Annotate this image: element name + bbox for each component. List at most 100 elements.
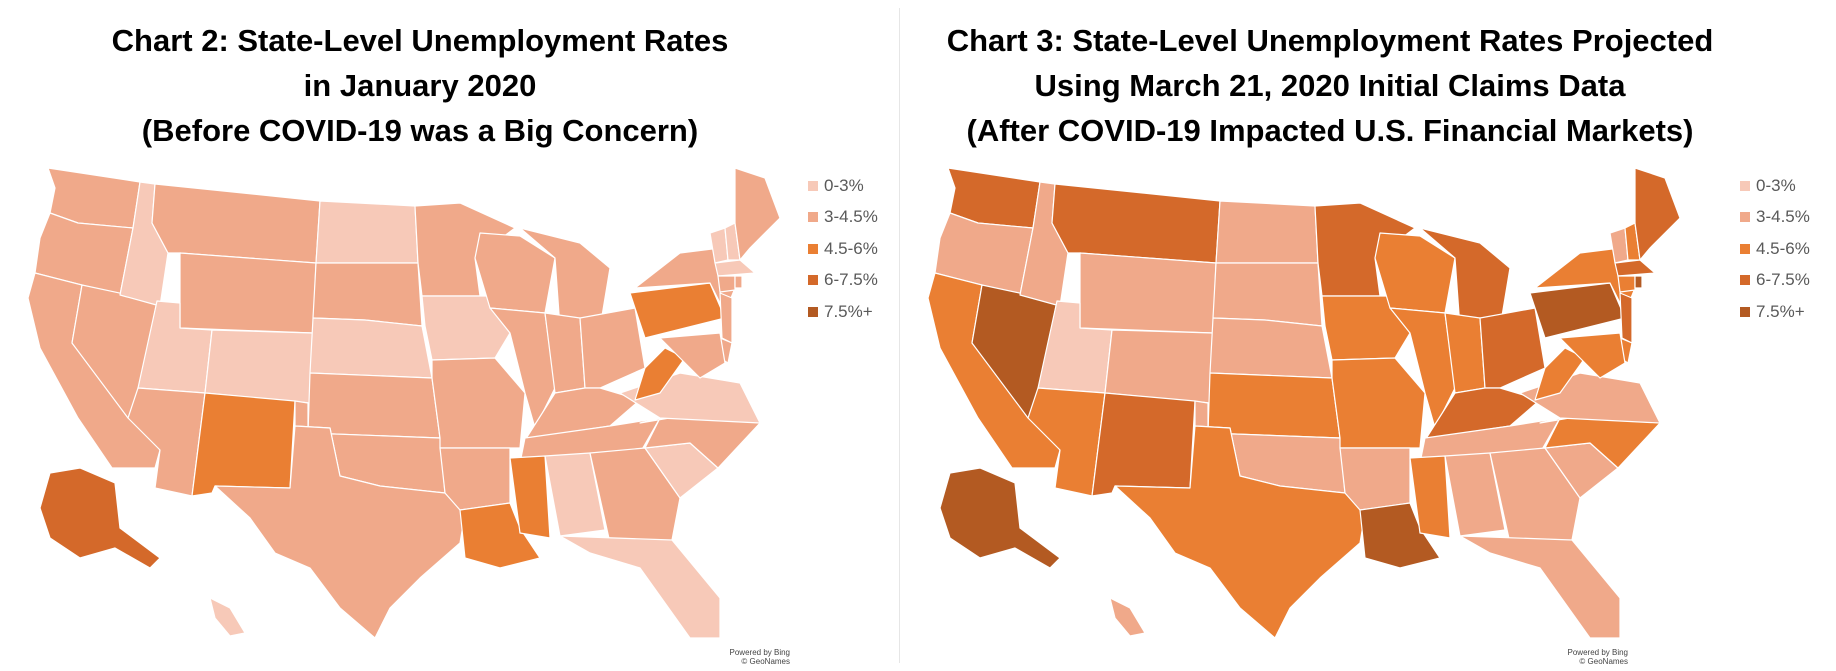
legend-swatch [1740, 212, 1750, 223]
state-wv [634, 347, 686, 401]
map-title-line: Chart 2: State-Level Unemployment Rates [111, 23, 729, 58]
map-credit: Powered by Bing © GeoNames [1528, 648, 1628, 666]
state-tx [214, 425, 466, 638]
us-choropleth-map [27, 168, 781, 638]
map-legend: 0-3% 3-4.5% 4.5-6% 6-7.5% 7.5%+ [1740, 170, 1810, 328]
legend-swatch [1740, 243, 1750, 254]
state-ak [39, 467, 161, 569]
state-oh [1479, 307, 1546, 389]
state-tx [1114, 425, 1366, 638]
map-title-line: (Before COVID-19 was a Big Concern) [141, 113, 699, 148]
legend-label: 0-3% [1756, 175, 1796, 195]
state-nj [1619, 292, 1633, 344]
credit-line: Powered by Bing [1567, 648, 1628, 657]
legend-item: 0-3% [808, 170, 878, 202]
us-choropleth-map [927, 168, 1681, 638]
state-nj [719, 292, 733, 344]
state-ms [509, 455, 551, 539]
legend-swatch [1740, 306, 1750, 317]
legend-label: 6-7.5% [824, 270, 878, 290]
legend-label: 7.5%+ [1756, 301, 1805, 321]
legend-label: 6-7.5% [1756, 270, 1810, 290]
state-sd [312, 262, 423, 327]
legend-item: 3-4.5% [808, 202, 878, 234]
legend-item: 3-4.5% [1740, 202, 1810, 234]
legend-swatch [1740, 180, 1750, 191]
state-nd [1215, 200, 1319, 264]
legend-swatch [808, 275, 818, 286]
state-ct [717, 275, 736, 293]
map-title-line: in January 2020 [303, 68, 537, 103]
legend-item: 4.5-6% [1740, 233, 1810, 265]
state-pa [629, 282, 726, 339]
state-me [734, 168, 781, 261]
state-md [1559, 332, 1626, 379]
state-ne [309, 317, 433, 379]
state-ga [1489, 447, 1581, 544]
state-oh [579, 307, 646, 389]
credit-line: © GeoNames [741, 657, 790, 666]
legend-label: 7.5%+ [824, 301, 873, 321]
map-title: Chart 3: State-Level Unemployment Rates … [920, 18, 1740, 153]
credit-line: © GeoNames [1579, 657, 1628, 666]
state-co [204, 329, 314, 404]
state-hi [1109, 597, 1146, 637]
legend-item: 7.5%+ [808, 296, 878, 328]
legend-label: 3-4.5% [824, 207, 878, 227]
legend-label: 0-3% [824, 175, 864, 195]
state-ne [1209, 317, 1333, 379]
state-ri [1634, 275, 1643, 289]
map-credit: Powered by Bing © GeoNames [690, 648, 790, 666]
state-al [1444, 452, 1506, 537]
state-mt [1051, 183, 1221, 264]
state-mo [431, 357, 526, 449]
state-hi [209, 597, 246, 637]
state-nm [191, 392, 296, 497]
state-ga [589, 447, 681, 544]
legend-swatch [808, 180, 818, 191]
state-fl [1459, 535, 1621, 638]
legend-label: 3-4.5% [1756, 207, 1810, 227]
legend-label: 4.5-6% [1756, 238, 1810, 258]
state-co [1104, 329, 1214, 404]
map-title-line: Chart 3: State-Level Unemployment Rates … [946, 23, 1714, 58]
state-ct [1617, 275, 1636, 293]
state-wy [1079, 252, 1217, 334]
legend-item: 6-7.5% [808, 265, 878, 297]
state-wy [179, 252, 317, 334]
map-panel-march-2020-projection: Chart 3: State-Level Unemployment Rates … [900, 0, 1836, 671]
state-pa [1529, 282, 1626, 339]
panel-divider [899, 8, 900, 663]
state-mt [151, 183, 321, 264]
map-title-line: Using March 21, 2020 Initial Claims Data [1034, 68, 1626, 103]
state-la [1359, 502, 1441, 569]
map-title: Chart 2: State-Level Unemployment Rates … [40, 18, 800, 153]
legend-swatch [808, 212, 818, 223]
legend-swatch [808, 306, 818, 317]
state-sd [1212, 262, 1323, 327]
map-title-line: (After COVID-19 Impacted U.S. Financial … [966, 113, 1694, 148]
legend-swatch [1740, 275, 1750, 286]
state-mn [1314, 202, 1416, 297]
state-me [1634, 168, 1681, 261]
state-md [659, 332, 726, 379]
state-mo [1331, 357, 1426, 449]
legend-item: 0-3% [1740, 170, 1810, 202]
state-ma [714, 259, 756, 277]
state-mn [414, 202, 516, 297]
state-nm [1091, 392, 1196, 497]
legend-label: 4.5-6% [824, 238, 878, 258]
state-wv [1534, 347, 1586, 401]
state-fl [559, 535, 721, 638]
credit-line: Powered by Bing [729, 648, 790, 657]
map-legend: 0-3% 3-4.5% 4.5-6% 6-7.5% 7.5%+ [808, 170, 878, 328]
map-panel-january-2020: Chart 2: State-Level Unemployment Rates … [0, 0, 900, 671]
state-ms [1409, 455, 1451, 539]
legend-item: 7.5%+ [1740, 296, 1810, 328]
state-nd [315, 200, 419, 264]
legend-item: 6-7.5% [1740, 265, 1810, 297]
state-ma [1614, 259, 1656, 277]
state-ri [734, 275, 743, 289]
state-al [544, 452, 606, 537]
state-la [459, 502, 541, 569]
